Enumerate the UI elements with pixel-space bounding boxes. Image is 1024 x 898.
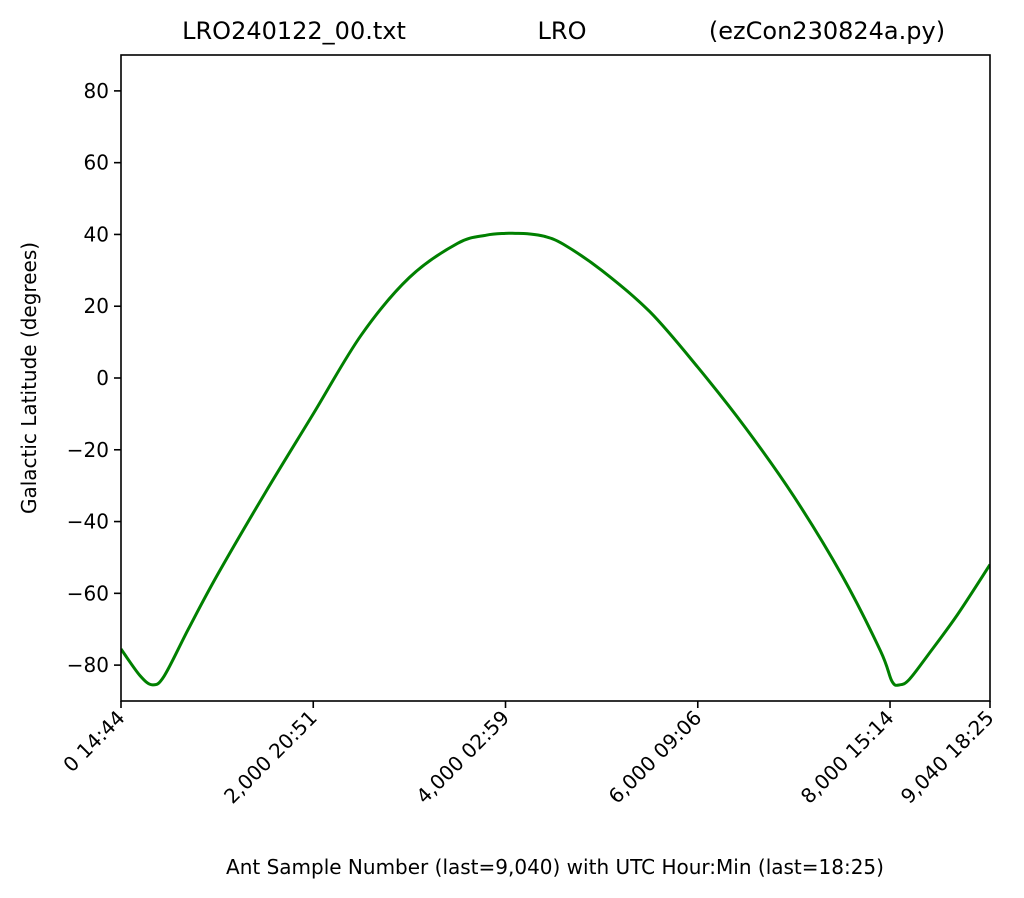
x-axis-label: Ant Sample Number (last=9,040) with UTC … xyxy=(226,855,884,879)
series-line-0 xyxy=(121,231,990,687)
y-tick-label: −20 xyxy=(67,438,109,462)
y-tick-label: 0 xyxy=(96,366,109,390)
plot-frame xyxy=(120,54,991,702)
y-tick-label: −60 xyxy=(67,581,109,605)
y-tick-label: 60 xyxy=(84,151,109,175)
y-tick-label: 40 xyxy=(84,222,109,246)
y-axis: −80 −60 −40 −20 0 20 40 60 80 xyxy=(67,79,121,677)
chart-title-center: LRO xyxy=(538,17,587,45)
chart-title-right: (ezCon230824a.py) xyxy=(709,17,945,45)
y-axis-label: Galactic Latitude (degrees) xyxy=(17,242,41,514)
chart-title-left: LRO240122_00.txt xyxy=(182,17,406,45)
y-tick-label: −80 xyxy=(67,653,109,677)
plot-area xyxy=(121,231,990,687)
y-tick-label: 80 xyxy=(84,79,109,103)
y-tick-label: 20 xyxy=(84,294,109,318)
y-tick-label: −40 xyxy=(67,510,109,534)
